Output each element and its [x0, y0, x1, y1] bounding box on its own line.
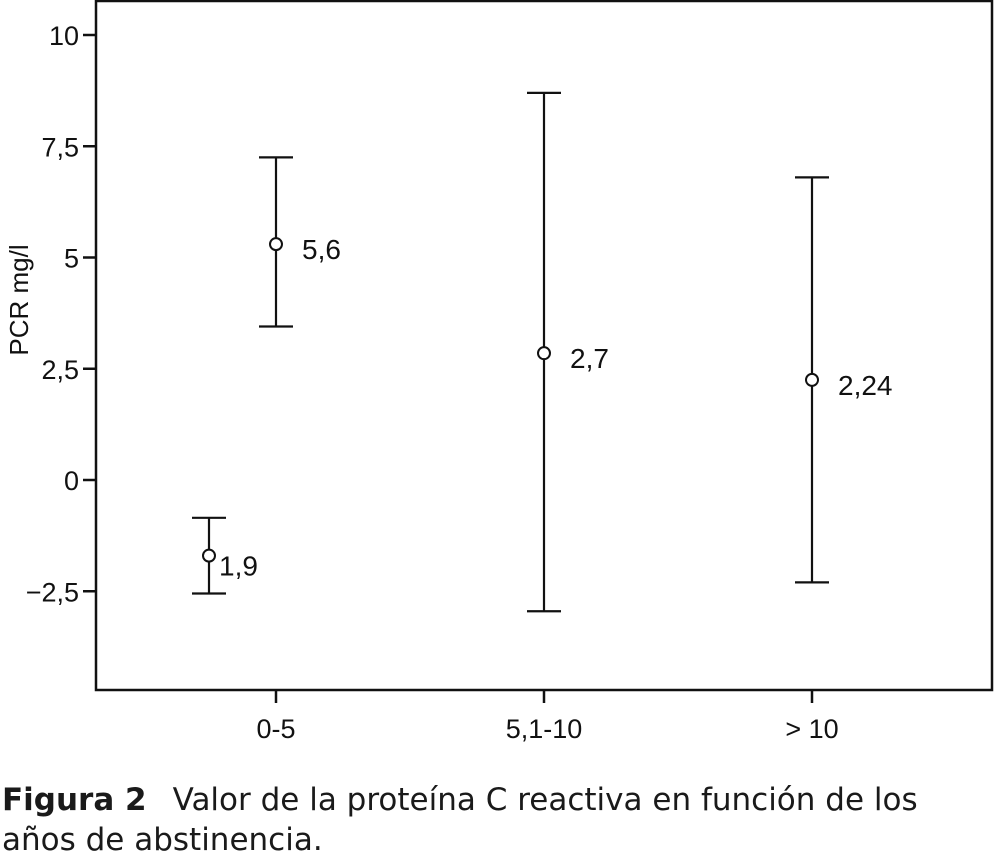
- y-tick-label: 5: [64, 244, 79, 274]
- point-value-label: 2,7: [570, 343, 609, 374]
- mean-marker: [269, 237, 283, 252]
- caption-label: Figura 2: [2, 782, 147, 818]
- error-bar-group: 2,24: [795, 176, 893, 584]
- point-value-label: 2,24: [838, 370, 893, 401]
- caption-text: Valor de la proteína C reactiva en funci…: [2, 782, 918, 858]
- y-tick-label: 0: [64, 466, 79, 496]
- x-tick-label: > 10: [785, 714, 838, 744]
- mean-marker: [805, 372, 819, 387]
- y-tick-label: −2,5: [26, 577, 79, 607]
- error-bar-group: 2,7: [527, 91, 609, 613]
- error-bar-group: 5,6: [259, 156, 341, 328]
- y-tick-label: 2,5: [41, 355, 79, 385]
- mean-marker: [537, 346, 551, 361]
- mean-marker: [202, 548, 216, 563]
- error-bar-chart: PCR mg/l 10 7,5 5 2,5 0 −2,5 0-5 5,1-10 > 10 1,…: [4, 0, 994, 744]
- point-value-label: 1,9: [219, 551, 258, 582]
- figure-caption: Figura 2 Valor de la proteína C reactiva …: [2, 780, 992, 860]
- error-bar-group: 1,9: [192, 516, 258, 595]
- y-axis-title: PCR mg/l: [4, 244, 34, 355]
- x-tick-label: 0-5: [256, 714, 295, 744]
- x-axis: 0-5 5,1-10 > 10: [256, 690, 839, 744]
- y-axis: 10 7,5 5 2,5 0 −2,5: [26, 21, 96, 607]
- y-tick-label: 10: [49, 21, 79, 51]
- x-tick-label: 5,1-10: [506, 714, 583, 744]
- data-marks: 1,9 5,6 2,7 2,24: [192, 91, 893, 613]
- y-tick-label: 7,5: [41, 132, 79, 162]
- point-value-label: 5,6: [302, 234, 341, 265]
